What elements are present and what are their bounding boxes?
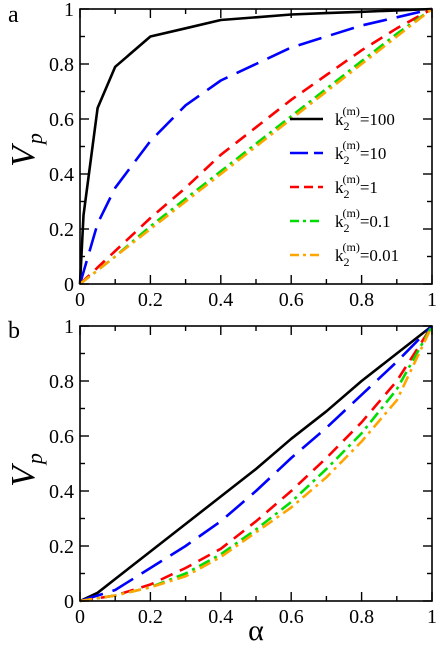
x-tick-label: 1 <box>427 606 436 628</box>
x-tick-label: 0.4 <box>208 289 233 311</box>
series-line-a-2 <box>79 7 433 285</box>
x-tick-label: 0 <box>75 606 85 628</box>
x-tick-label: 0.6 <box>279 606 304 628</box>
panel-label: b <box>8 318 20 344</box>
y-tick-label: 0.2 <box>49 536 74 558</box>
y-tick-label: 0.6 <box>49 109 74 131</box>
legend-label: k2(m)=1 <box>335 172 378 201</box>
y-tick-label: 0.4 <box>49 481 74 503</box>
x-tick-label: 0 <box>75 289 85 311</box>
x-tick-label: 1 <box>427 289 436 311</box>
legend-label: k2(m)=0.01 <box>335 240 399 269</box>
legend-label: k2(m)=10 <box>335 138 386 167</box>
y-tick-label: 1 <box>64 0 74 21</box>
legend: k2(m)=100 k2(m)=10 k2(m)=1 k2(m)=0.1 k2(m)=0… <box>290 104 399 269</box>
panel-a: 0 0.2 0.4 0.6 0.8 1 0 0.2 0.4 0.6 0.8 1 a Vp k2(m)=100… <box>5 0 436 311</box>
x-tick-label: 0.6 <box>279 289 304 311</box>
y-axis-label: Vp <box>5 453 47 487</box>
series-line-a-4 <box>79 7 433 286</box>
x-axis-label: α <box>248 614 264 647</box>
panel-label: a <box>8 2 19 28</box>
x-tick-label: 0.2 <box>138 606 163 628</box>
x-tick-label: 0.4 <box>208 606 233 628</box>
x-tick-label: 0.8 <box>349 289 374 311</box>
series-line-a-3 <box>79 7 433 286</box>
series-line-b-2 <box>79 325 434 603</box>
x-tick-label: 0.2 <box>138 289 163 311</box>
x-tick-label: 0.8 <box>349 606 374 628</box>
y-tick-label: 0.2 <box>49 219 74 241</box>
series-line-b-1 <box>79 325 433 603</box>
y-tick-label: 0.8 <box>49 54 74 76</box>
series-line-b-4 <box>79 325 434 603</box>
series-line-b-0 <box>79 324 433 603</box>
y-tick-label: 1 <box>64 316 74 338</box>
y-tick-label: 0.4 <box>49 164 74 186</box>
y-tick-label: 0.6 <box>49 426 74 448</box>
legend-label: k2(m)=100 <box>335 104 395 133</box>
y-tick-label: 0.8 <box>49 371 74 393</box>
panel-b: 0 0.2 0.4 0.6 0.8 1 0 0.2 0.4 0.6 0.8 1 b Vp α <box>5 316 436 647</box>
legend-label: k2(m)=0.1 <box>335 206 391 235</box>
series-line-a-1 <box>78 7 433 285</box>
y-tick-label: 0 <box>64 591 74 613</box>
y-tick-label: 0 <box>64 274 74 296</box>
y-axis-label: Vp <box>5 133 47 167</box>
